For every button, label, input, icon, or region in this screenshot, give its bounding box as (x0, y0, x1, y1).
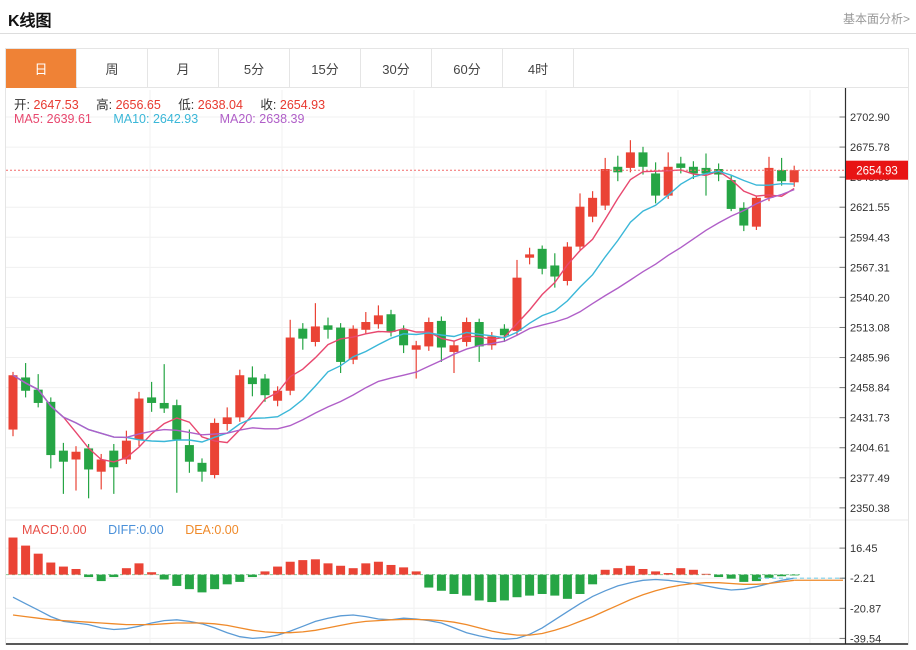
ohlc-legend: 开: 2647.53 高: 2656.65 低: 2638.04 收: 2654… (14, 94, 339, 113)
tab-week[interactable]: 周 (77, 49, 148, 88)
tab-30min[interactable]: 30分 (361, 49, 432, 88)
open-label: 开: (14, 98, 30, 112)
ma10-value: 2642.93 (152, 112, 199, 126)
svg-text:2377.49: 2377.49 (850, 473, 890, 485)
tab-label: 月 (176, 61, 190, 77)
svg-text:2675.78: 2675.78 (850, 142, 890, 154)
macd-label: MACD: (22, 523, 63, 537)
macd-value: 0.00 (62, 523, 87, 537)
tab-label: 日 (34, 61, 48, 77)
grid-lines (6, 90, 909, 643)
header-divider (0, 33, 916, 34)
high-label: 高: (96, 98, 113, 112)
low-value: 2638.04 (197, 98, 243, 112)
interval-tabs: 日 周 月 5分 15分 30分 60分 4时 (5, 48, 909, 88)
tab-label: 周 (105, 61, 119, 77)
svg-text:2621.55: 2621.55 (850, 202, 890, 214)
diff-value: 0.00 (139, 523, 164, 537)
price-axis: 2702.902675.782648.662621.552594.432567.… (5, 88, 909, 645)
dea-label: DEA: (185, 523, 215, 537)
ma10-label: MA10: (113, 112, 150, 126)
ma20-value: 2638.39 (259, 112, 305, 126)
svg-text:2654.93: 2654.93 (856, 166, 898, 178)
svg-text:2404.61: 2404.61 (850, 443, 890, 455)
svg-text:2594.43: 2594.43 (850, 232, 890, 244)
ma5-value: 2639.61 (46, 112, 92, 126)
svg-text:-39.54: -39.54 (850, 633, 881, 645)
tab-label: 60分 (453, 61, 481, 77)
close-label: 收: (260, 98, 277, 112)
open-value: 2647.53 (33, 98, 79, 112)
close-value: 2654.93 (279, 98, 326, 112)
diff-label: DIFF: (108, 523, 140, 537)
tab-label: 5分 (243, 61, 265, 77)
current-price-badge: 2654.93 (846, 160, 908, 180)
tab-label: 15分 (311, 61, 339, 77)
ma-legend: MA5: 2639.61 MA10: 2642.93 MA20: 2638.39 (14, 112, 322, 126)
candlesticks (8, 140, 799, 499)
svg-text:2458.84: 2458.84 (850, 383, 890, 395)
tab-label: 4时 (527, 61, 549, 77)
tab-5min[interactable]: 5分 (219, 49, 290, 88)
tab-day[interactable]: 日 (6, 49, 77, 88)
ma5-label: MA5: (14, 112, 44, 126)
tab-15min[interactable]: 15分 (290, 49, 361, 88)
tab-label: 30分 (382, 61, 410, 77)
fundamental-analysis-link[interactable]: 基本面分析> (842, 12, 910, 26)
svg-text:16.45: 16.45 (850, 543, 878, 555)
svg-text:2702.90: 2702.90 (850, 112, 890, 124)
macd-legend: MACD:0.00 DIFF:0.00 DEA:0.00 (22, 523, 257, 537)
svg-text:2513.08: 2513.08 (850, 322, 890, 334)
svg-text:2567.31: 2567.31 (850, 262, 890, 274)
svg-text:2485.96: 2485.96 (850, 353, 890, 365)
macd-pane (6, 537, 846, 640)
tab-month[interactable]: 月 (148, 49, 219, 88)
page-title: K线图 (8, 13, 52, 30)
svg-text:-20.87: -20.87 (850, 603, 881, 615)
tab-60min[interactable]: 60分 (432, 49, 503, 88)
ma20-label: MA20: (219, 112, 256, 126)
low-label: 低: (178, 98, 195, 112)
dea-value: 0.00 (214, 523, 239, 537)
svg-text:2540.20: 2540.20 (850, 292, 890, 304)
tab-4hour[interactable]: 4时 (503, 49, 574, 88)
high-value: 2656.65 (115, 98, 161, 112)
svg-text:2431.73: 2431.73 (850, 413, 890, 425)
svg-text:-2.21: -2.21 (850, 573, 875, 585)
tabbar-filler (574, 49, 909, 88)
ma-lines (12, 169, 795, 463)
svg-text:2350.38: 2350.38 (850, 503, 890, 515)
